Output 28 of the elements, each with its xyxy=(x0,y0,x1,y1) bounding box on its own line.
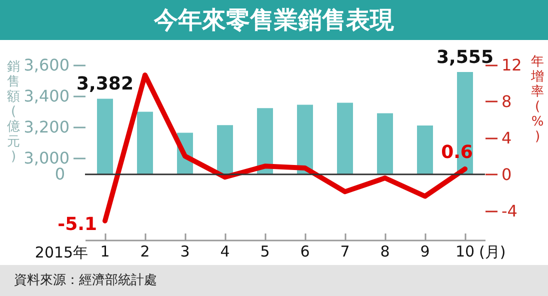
x-tick-label: 3 xyxy=(180,242,190,260)
data-label: -5.1 xyxy=(58,214,97,235)
y-tick-label: 3,200 xyxy=(24,117,70,136)
y2-tick-label: 8 xyxy=(502,92,512,111)
y2-axis-title: 年增率(%) xyxy=(530,54,544,144)
y-tick-label: 3,600 xyxy=(24,56,70,74)
y2-tick-label: -4 xyxy=(502,201,518,220)
y2-tick-label: 4 xyxy=(502,128,512,148)
y-tick-label: 3,400 xyxy=(24,86,70,106)
source-note: 資料來源：經濟部統計處 xyxy=(0,265,548,296)
y-axis-title: 銷售額(億元) xyxy=(7,60,20,164)
x-tick-label: 9 xyxy=(420,242,430,260)
y2-tick-label: 0 xyxy=(502,164,512,184)
x-tick-label: 4 xyxy=(220,242,230,260)
data-label: 3,555 xyxy=(436,46,494,68)
x-tick-label: 8 xyxy=(380,242,390,260)
x-tick-label: 1 xyxy=(100,242,110,260)
x-tick-label: 5 xyxy=(260,242,270,260)
x-tick-label: 2 xyxy=(140,242,150,260)
x-tick-label: 10 xyxy=(455,242,475,260)
x-axis-title: 2015年 xyxy=(34,244,88,262)
x-tick-label: 6 xyxy=(300,242,310,260)
text: (月) xyxy=(479,243,506,261)
x-tick-label: 7 xyxy=(340,242,350,260)
data-label: 3,382 xyxy=(76,74,134,95)
chart-title: 今年來零售業銷售表現 xyxy=(0,0,548,40)
data-label: 0.6 xyxy=(441,142,473,163)
y2-tick-label: 12 xyxy=(502,56,522,74)
